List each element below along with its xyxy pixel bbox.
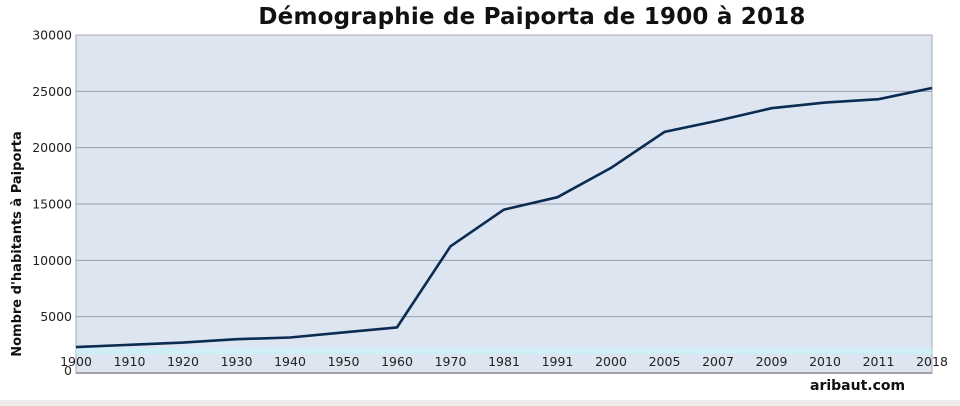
x-tick-label: 1940 bbox=[274, 354, 306, 369]
y-axis-label: Nombre d'habitants à Paiporta bbox=[10, 131, 25, 357]
y-tick-label: 25000 bbox=[32, 84, 72, 99]
y-tick-label: 20000 bbox=[32, 140, 72, 155]
series-line bbox=[75, 86, 933, 349]
x-tick-label: 1920 bbox=[167, 354, 199, 369]
x-tick-label: 1981 bbox=[488, 354, 520, 369]
y-tick-label: 15000 bbox=[32, 197, 72, 212]
y-tick-label: 10000 bbox=[32, 253, 72, 268]
series-layer bbox=[75, 86, 933, 349]
x-tick-label: 1930 bbox=[221, 354, 253, 369]
y-tick-label: 5000 bbox=[40, 309, 72, 324]
y-axis: 0 5000 10000 15000 20000 25000 30000 bbox=[32, 28, 72, 379]
y-tick-label: 30000 bbox=[32, 28, 72, 43]
x-tick-label: 2005 bbox=[649, 354, 681, 369]
x-tick-label: 1910 bbox=[114, 354, 146, 369]
y-tick-label: 0 bbox=[64, 363, 72, 378]
x-tick-label: 1991 bbox=[542, 354, 574, 369]
x-tick-label: 2000 bbox=[595, 354, 627, 369]
x-tick-label: 1900 bbox=[60, 354, 92, 369]
x-tick-label: 2010 bbox=[809, 354, 841, 369]
x-axis: 1900 1910 1920 1930 1940 1950 1960 1970 1981 1991… bbox=[60, 354, 948, 374]
x-tick-label: 2009 bbox=[756, 354, 788, 369]
x-tick-label: 2011 bbox=[863, 354, 895, 369]
x-tick-label: 1950 bbox=[328, 354, 360, 369]
bottom-band bbox=[0, 400, 960, 406]
x-tick-label: 2007 bbox=[702, 354, 734, 369]
x-tick-label: 1960 bbox=[381, 354, 413, 369]
baseline-highlight bbox=[76, 348, 932, 354]
plot-area bbox=[75, 34, 933, 374]
x-tick-label: 2018 bbox=[916, 354, 948, 369]
source-credit: aribaut.com bbox=[810, 378, 906, 394]
chart-title: Démographie de Paiporta de 1900 à 2018 bbox=[258, 4, 806, 30]
x-tick-label: 1970 bbox=[435, 354, 467, 369]
